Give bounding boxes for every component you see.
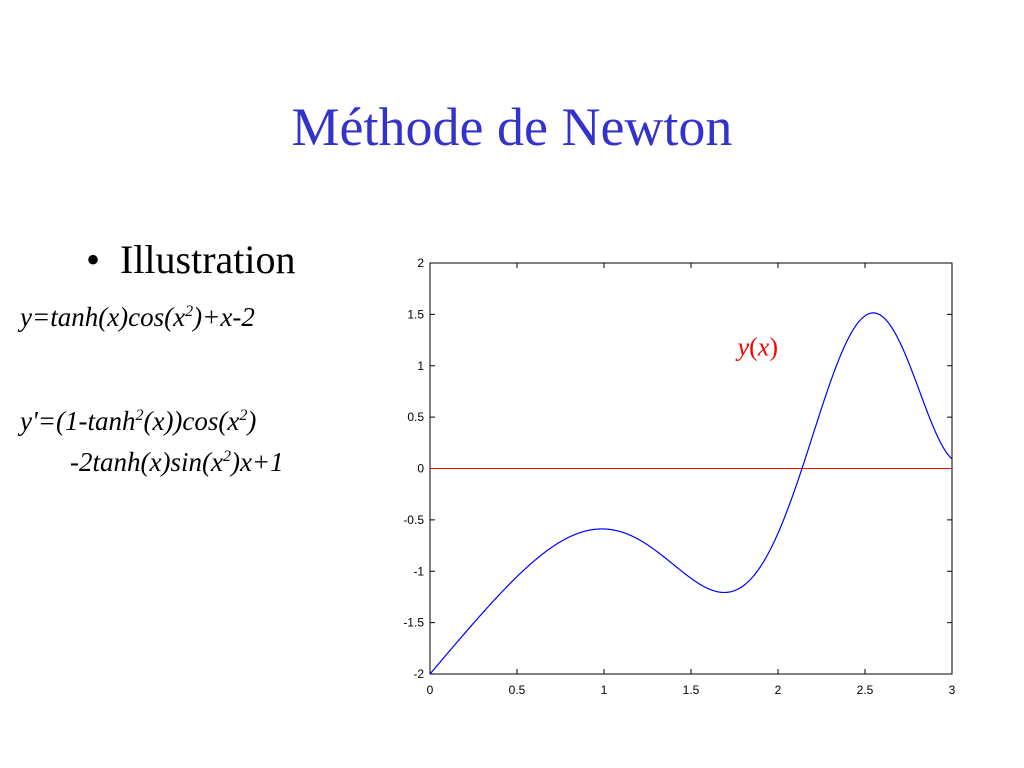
- y-tick-label: 0: [417, 462, 424, 476]
- slide-title: Méthode de Newton: [291, 97, 733, 157]
- x-tick-label: 1.5: [683, 683, 700, 697]
- equation-derivative-line2: -2tanh(x)sin(x2)x+1: [70, 447, 284, 478]
- curve-annotation: y(x): [735, 332, 778, 361]
- curve-y-of-x: [429, 312, 953, 675]
- bullet-item: • Illustration: [86, 236, 296, 283]
- y-tick-label: -0.5: [403, 513, 424, 527]
- bullet-dot-icon: •: [86, 237, 101, 282]
- equation-part: )x+1: [230, 447, 284, 477]
- annotation-part: y: [735, 332, 750, 361]
- y-tick-label: -2: [413, 667, 424, 681]
- equation-part: (x))cos(x: [143, 406, 240, 436]
- x-tick-label: 2.5: [857, 683, 874, 697]
- x-tick-label: 1: [601, 683, 608, 697]
- bullet-text: Illustration: [120, 237, 296, 282]
- x-tick-label: 2: [775, 683, 782, 697]
- x-tick-label: 0: [427, 683, 434, 697]
- y-tick-label: 0.5: [407, 410, 424, 424]
- y-tick-label: 1: [417, 359, 424, 373]
- equation-exponent: 2: [222, 448, 231, 465]
- equation-part: y'=(1-tanh: [20, 406, 136, 436]
- equation-function: y=tanh(x)cos(x2)+x-2: [20, 302, 255, 333]
- equation-part: -2tanh(x)sin(x: [70, 447, 223, 477]
- y-tick-label: 1.5: [407, 307, 424, 321]
- annotation-part: ): [769, 332, 778, 361]
- equation-exponent: 2: [239, 407, 248, 424]
- equation-exponent: 2: [135, 407, 144, 424]
- x-tick-label: 3: [949, 683, 956, 697]
- equation-part: ): [247, 406, 257, 436]
- equation-exponent: 2: [185, 303, 194, 320]
- y-tick-label: -1.5: [403, 616, 424, 630]
- equation-part: y=tanh(x)cos(x: [20, 302, 186, 332]
- equation-part: )+x-2: [193, 302, 255, 332]
- annotation-part: (: [749, 332, 758, 361]
- y-tick-label: 2: [417, 256, 424, 270]
- y-tick-label: -1: [413, 564, 424, 578]
- x-tick-label: 0.5: [509, 683, 526, 697]
- annotation-part: x: [757, 332, 770, 361]
- equation-derivative-line1: y'=(1-tanh2(x))cos(x2): [20, 406, 256, 437]
